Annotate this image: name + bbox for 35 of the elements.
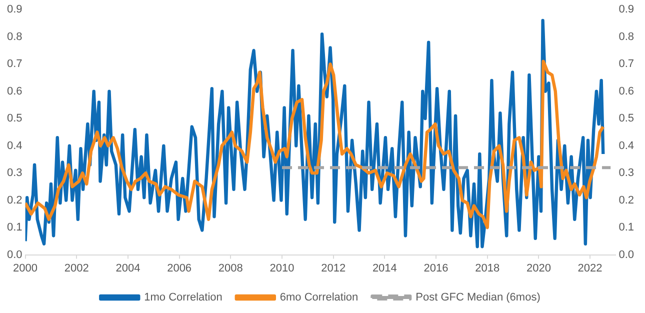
y-tick-label: 0.8 xyxy=(6,30,22,43)
x-tick-label: 2010 xyxy=(270,262,294,274)
x-tick-label: 2008 xyxy=(218,262,243,274)
y2-tick-label: 0.7 xyxy=(618,58,634,70)
y-tick-label: 0.9 xyxy=(6,4,22,16)
y-tick-label: 0.0 xyxy=(6,248,22,261)
x-tick-label: 2020 xyxy=(526,262,551,274)
x-tick-label: 2012 xyxy=(321,262,346,274)
y-tick-label: 0.6 xyxy=(6,85,22,98)
y2-tick-label: 0.5 xyxy=(618,112,634,125)
y-tick-label: 0.2 xyxy=(6,194,22,206)
legend-label: Post GFC Median (6mos) xyxy=(416,292,540,304)
y-tick-label: 0.3 xyxy=(6,167,22,180)
y2-tick-label: 0.0 xyxy=(618,248,634,261)
y-tick-label: 0.5 xyxy=(6,112,22,125)
x-tick-label: 2002 xyxy=(64,262,89,274)
x-tick-label: 2006 xyxy=(167,262,192,274)
y2-tick-label: 0.3 xyxy=(618,167,634,180)
legend-label: 1mo Correlation xyxy=(144,292,222,304)
legend-label: 6mo Correlation xyxy=(280,292,358,304)
y2-tick-label: 0.4 xyxy=(618,140,634,152)
x-tick-label: 2014 xyxy=(372,262,397,274)
x-tick-label: 2018 xyxy=(475,262,500,274)
x-tick-label: 2022 xyxy=(578,262,602,274)
y2-tick-label: 0.8 xyxy=(618,30,634,43)
x-tick-label: 2016 xyxy=(424,262,448,274)
y2-tick-label: 0.1 xyxy=(618,222,634,234)
y2-tick-label: 0.9 xyxy=(618,4,634,16)
y-tick-label: 0.1 xyxy=(6,222,22,234)
y2-tick-label: 0.2 xyxy=(618,194,634,206)
y-tick-label: 0.4 xyxy=(6,140,22,152)
x-tick-label: 2000 xyxy=(13,262,38,274)
x-tick-label: 2004 xyxy=(116,262,140,274)
y-tick-label: 0.7 xyxy=(6,58,22,70)
y2-tick-label: 0.6 xyxy=(618,85,634,98)
